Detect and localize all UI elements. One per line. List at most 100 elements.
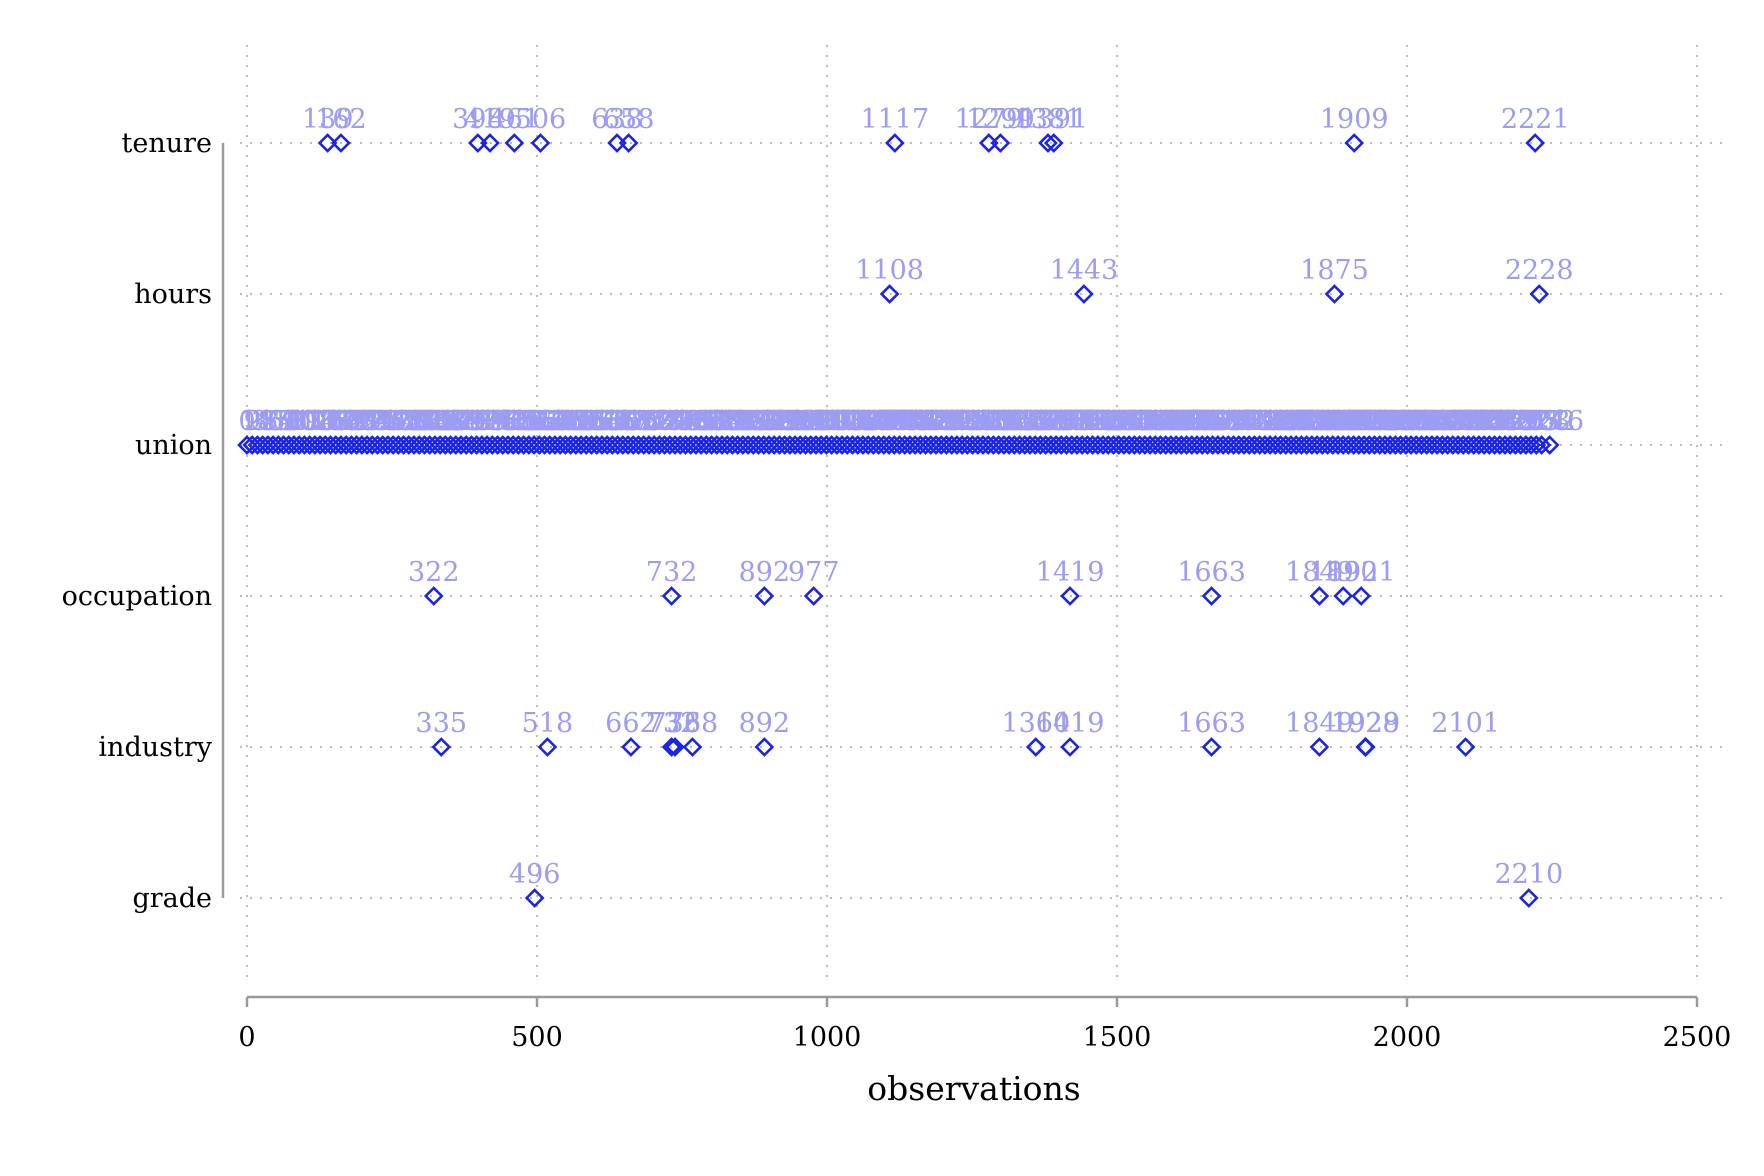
marker-union: [398, 435, 419, 455]
marker-union: [1108, 435, 1129, 455]
marker-tenure: [317, 133, 338, 153]
marker-industry: [1455, 737, 1476, 757]
marker-label-union: 108: [284, 406, 336, 437]
marker-union: [388, 435, 409, 455]
marker-union: [524, 435, 544, 455]
marker-label-union: 1287: [959, 406, 1028, 437]
marker-union: [769, 435, 790, 455]
marker-label-union: 2115: [1439, 406, 1508, 437]
marker-label-union: 1305: [970, 406, 1039, 437]
marker-label-union: 36: [251, 406, 285, 437]
marker-label-union: 63: [266, 406, 300, 437]
marker-label-union: 1035: [813, 406, 882, 437]
marker-union: [633, 435, 654, 455]
marker-tenure: [990, 133, 1011, 153]
marker-label-union: 153: [310, 406, 362, 437]
marker-label-union: 981: [790, 406, 842, 437]
marker-label-union: 1089: [844, 406, 913, 437]
marker-label-occupation: 732: [646, 557, 698, 588]
marker-union: [842, 435, 863, 455]
marker-industry: [1355, 737, 1376, 757]
marker-label-occupation: 1663: [1177, 557, 1246, 588]
marker-label-union: 648: [597, 406, 649, 437]
marker-label-industry: 335: [416, 708, 468, 739]
marker-union: [973, 435, 993, 455]
marker-hours: [1324, 284, 1345, 304]
marker-label-union: 1116: [860, 406, 929, 437]
marker-label-union: 1476: [1069, 406, 1138, 437]
marker-label-union: 342: [420, 406, 472, 437]
marker-label-union: 927: [759, 406, 811, 437]
marker-occupation: [423, 586, 444, 606]
marker-label-union: 1053: [823, 406, 892, 437]
marker-label-union: 1836: [1278, 406, 1347, 437]
marker-union: [607, 435, 628, 455]
marker-label-union: 2196: [1486, 406, 1555, 437]
marker-label-union: 711: [634, 406, 686, 437]
marker-label-union: 540: [534, 406, 586, 437]
marker-label-union: 1944: [1340, 406, 1409, 437]
marker-union: [1234, 435, 1254, 455]
marker-label-union: 1341: [990, 406, 1059, 437]
marker-label-union: 1971: [1356, 406, 1425, 437]
axes: 0 500 1000 1500 2000 2500 tenure hours union occu…: [62, 128, 1732, 1053]
marker-label-union: 990: [795, 406, 847, 437]
marker-label-union: 198: [336, 406, 388, 437]
marker-label-union: 180: [326, 406, 378, 437]
marker-tenure: [1038, 133, 1058, 153]
marker-label-union: 1899: [1314, 406, 1383, 437]
marker-grade: [1518, 888, 1539, 908]
marker-union: [492, 435, 513, 455]
marker-label-industry: 1360: [1001, 708, 1070, 739]
marker-label-tenure: 638: [591, 104, 643, 135]
marker-label-union: 1494: [1079, 406, 1148, 437]
marker-union: [879, 435, 899, 455]
marker-union: [999, 435, 1019, 455]
marker-label-union: 1620: [1152, 406, 1221, 437]
marker-tenure: [530, 133, 551, 153]
marker-label-union: 459: [487, 406, 539, 437]
marker-union: [639, 435, 659, 455]
marker-label-union: 1233: [928, 406, 997, 437]
marker-tenure: [504, 133, 525, 153]
marker-label-occupation: 1419: [1036, 557, 1105, 588]
marker-label-union: 1188: [902, 406, 971, 437]
marker-label-union: 486: [503, 406, 555, 437]
marker-label-tenure: 1909: [1320, 104, 1389, 135]
y-tick-label-union: union: [135, 430, 212, 461]
marker-label-union: 1881: [1304, 406, 1373, 437]
marker-union: [273, 435, 294, 455]
marker-label-union: 1206: [912, 406, 981, 437]
x-tick-label: 0: [238, 1022, 255, 1053]
marker-label-union: 1161: [886, 406, 955, 437]
marker-label-union: 1935: [1335, 406, 1404, 437]
marker-union: [1469, 435, 1489, 455]
marker-label-union: 396: [451, 406, 503, 437]
marker-hours: [1074, 284, 1094, 304]
marker-union: [868, 435, 889, 455]
marker-industry: [621, 737, 641, 757]
marker-label-union: 1548: [1110, 406, 1179, 437]
marker-occupation: [803, 586, 824, 606]
marker-label-union: 351: [425, 406, 477, 437]
marker-tenure: [1344, 133, 1365, 153]
marker-label-union: 1404: [1027, 406, 1096, 437]
x-tick-label: 500: [511, 1022, 563, 1053]
marker-label-union: 1683: [1189, 406, 1258, 437]
marker-label-union: 1296: [964, 406, 1033, 437]
marker-label-union: 594: [566, 406, 618, 437]
marker-label-union: 9: [244, 406, 261, 437]
marker-union: [994, 435, 1014, 455]
marker-label-union: 90: [282, 406, 316, 437]
marker-industry: [431, 737, 452, 757]
marker-occupation: [754, 586, 775, 606]
marker-union: [889, 435, 910, 455]
marker-union: [1333, 435, 1354, 455]
marker-industry: [1201, 737, 1222, 757]
marker-hours: [1529, 284, 1550, 304]
marker-label-union: 1755: [1231, 406, 1300, 437]
marker-label-union: 783: [675, 406, 727, 437]
marker-label-union: 1530: [1100, 406, 1169, 437]
marker-union: [847, 435, 868, 455]
